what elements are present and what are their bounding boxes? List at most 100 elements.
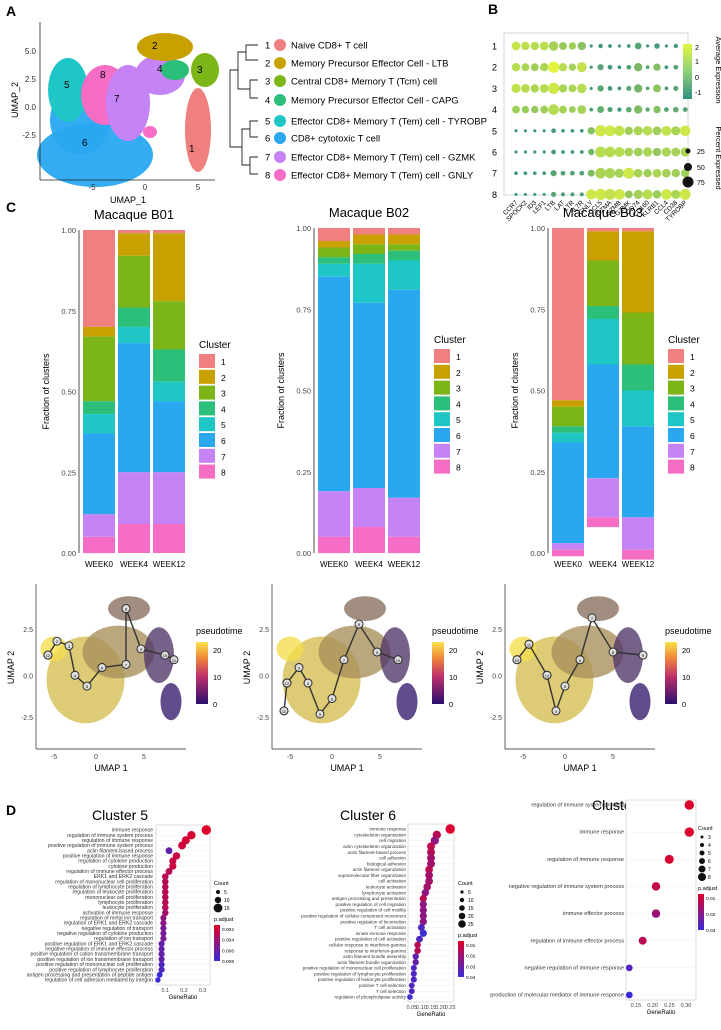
trajectory-node: 9 (136, 644, 146, 654)
enrichment-term: antigen processing and presentation (332, 896, 407, 901)
bar-category-label: WEEK12 (622, 560, 655, 569)
enrichment-dot (427, 854, 435, 862)
enrichment-dot (160, 914, 167, 921)
bar-segment (318, 276, 350, 492)
legend-swatch (274, 151, 286, 163)
enrichment-dot (158, 956, 165, 963)
dotplot-dot (570, 170, 575, 176)
dotplot-dot (542, 171, 547, 176)
enrichment-term: immune response (112, 828, 153, 834)
trajectory-node: 5 (82, 681, 92, 691)
dotplot-dot (579, 192, 584, 197)
trajectory-node: 4 (303, 678, 313, 688)
traj-ytick: -2.5 (21, 715, 33, 722)
dotplot-dot (579, 128, 584, 133)
dotplot-dot (540, 105, 549, 114)
enrichment-term: positive regulation of cell migration (336, 902, 407, 907)
bar-legend-swatch (199, 448, 215, 463)
enrichment-dot (419, 929, 427, 937)
legend-label: Effector CD8+ Memory T (Tem) cell - GZMK (291, 153, 476, 164)
bar-ytick: 0.00 (296, 549, 311, 558)
umap-label-8: 8 (100, 70, 106, 81)
count-legend-title: Count (698, 826, 713, 832)
enrichment-term: positive regulation of ERK1 and ERK2 cas… (45, 941, 154, 947)
trajectory-node: 10 (512, 655, 522, 665)
dotplot-dot (586, 189, 597, 200)
bar-segment (118, 255, 150, 308)
stacked-bar-chart: Macaque B02 1.00 0.75 0.50 0.25 0.00 Fraction … (276, 205, 466, 569)
bar-ytick: 0.50 (61, 388, 76, 397)
count-legend-dot (458, 912, 466, 920)
count-legend-label: 25 (468, 922, 474, 928)
dotplot-dot (530, 63, 539, 72)
legend-swatch (274, 75, 286, 87)
enrichment-dot (158, 945, 165, 953)
bar-legend-swatch (199, 385, 215, 400)
enrichment-term: regulation of immune response (547, 857, 624, 863)
dotplot-dot (653, 84, 661, 93)
size-legend-label: 25 (697, 149, 705, 156)
dotplot-dot (617, 86, 622, 91)
enrichment-term: innate immune response (356, 931, 407, 936)
bar-segment (552, 400, 584, 407)
bar-legend-label: 2 (690, 368, 695, 378)
trajectory-node-circle (64, 641, 74, 651)
dotplot-dot (561, 128, 565, 133)
colorbar-tick: 2 (695, 45, 699, 52)
trajectory-node-circle (638, 650, 648, 660)
traj-xtick: 0 (563, 754, 567, 761)
dotplot-dot (530, 84, 539, 93)
pseudotime-title: pseudotime (196, 626, 243, 636)
enrichment-dot (419, 918, 427, 926)
dotplot-dot (604, 168, 616, 179)
enrichment-term: response to interferon-gamma (344, 948, 406, 953)
trajectory-node-label: 10 (163, 653, 168, 658)
trajectory-node-circle (279, 706, 289, 716)
count-legend-label: 15 (468, 906, 474, 912)
umap-label-1: 1 (189, 144, 195, 155)
avg-expression-colorbar (683, 44, 692, 99)
bar-segment (83, 336, 115, 402)
dotplot-dot (646, 44, 650, 48)
trajectory-node-circle (608, 647, 618, 657)
size-legend-dot (682, 176, 694, 188)
dotplot-dot (604, 188, 616, 200)
enrichment-term: actin filament-based process (348, 850, 407, 855)
enrichment-dot (162, 909, 169, 917)
bar-category-label: WEEK12 (153, 560, 186, 569)
dotplot-dot (577, 83, 587, 94)
legend-row: 8 Effector CD8+ Memory T (Tem) cell - GNL… (265, 169, 474, 182)
colorbar-tick: 1 (695, 59, 699, 66)
dotplot-row-label: 1 (492, 42, 497, 52)
dotplot-dot (523, 171, 528, 176)
dotplot-dot (588, 148, 595, 156)
padj-legend-title: p.adjust (458, 933, 478, 939)
bar-segment (83, 536, 115, 554)
pseudotime-cloud (344, 596, 386, 621)
enrichment-dot (651, 882, 661, 891)
bar-segment (388, 244, 420, 251)
dotplot-dot (579, 170, 585, 176)
dendrogram (229, 44, 258, 175)
dotplot-dot (607, 107, 613, 113)
dotplot-dot (645, 65, 650, 70)
enrichment-dot (158, 940, 165, 947)
bar-legend-label: 6 (221, 436, 226, 446)
umap-label-6: 6 (82, 138, 88, 149)
pseudotime-tick: 0 (682, 700, 686, 709)
colorbar-tick: 0 (695, 75, 699, 82)
bar-ytick: 0.75 (61, 307, 76, 316)
dotplot-dot (595, 167, 606, 179)
dotplot-dot (654, 43, 660, 49)
trajectory-node: 11 (279, 706, 289, 716)
bar-segment (353, 302, 385, 488)
bar-segment (83, 433, 115, 515)
size-legend-label: 50 (697, 165, 705, 172)
bar-segment (153, 301, 185, 350)
pseudotime-cloud (160, 683, 182, 721)
dotplot-dot (642, 126, 653, 136)
dotplot-dot (671, 169, 680, 178)
bar-legend-swatch (199, 354, 215, 368)
